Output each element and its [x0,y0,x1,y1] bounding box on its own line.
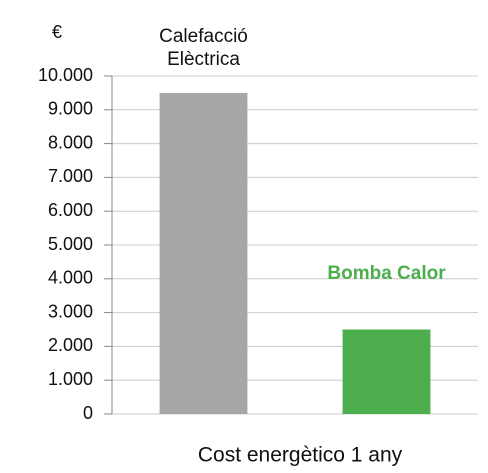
category-label: Calefacció Elèctrica [159,25,248,70]
bar [342,329,431,414]
y-tick-label: 10.000 [38,65,93,85]
x-axis-label: Cost energètico 1 any [198,444,403,467]
y-tick-label: 1.000 [48,369,93,389]
y-tick-label: 4.000 [48,268,93,288]
y-tick-label: 5.000 [48,234,93,254]
y-tick-label: 0 [83,403,93,423]
y-tick-label: 9.000 [48,99,93,119]
y-tick-label: 8.000 [48,132,93,152]
y-axis-label: € [52,22,62,42]
y-tick-label: 3.000 [48,301,93,321]
y-tick-label: 2.000 [48,335,93,355]
bar [159,92,248,415]
category-label: Bomba Calor [327,262,446,284]
y-tick-label: 6.000 [48,200,93,220]
y-tick-label: 7.000 [48,166,93,186]
